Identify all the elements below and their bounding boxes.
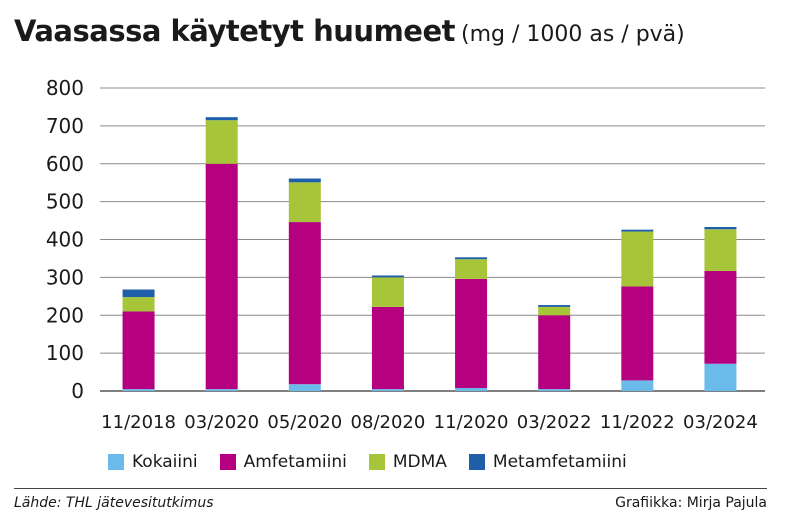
y-tick-label: 500 (46, 190, 84, 214)
graphics-credit: Grafiikka: Mirja Pajula (615, 495, 767, 511)
bar-segment-mdma (538, 306, 571, 316)
chart-title-unit: (mg / 1000 as / pvä) (461, 22, 685, 47)
x-tick-label: 11/2018 (101, 412, 176, 433)
y-axis-tick-labels: 0 100 200 300 400 500 600 700 800 (46, 76, 84, 403)
y-tick-label: 300 (46, 265, 84, 289)
bar-stack (122, 289, 155, 391)
source-note: Lähde: THL jätevesitutkimus (14, 495, 214, 511)
bar-segment-kokaiini (455, 387, 488, 391)
bar-segment-metamfetamiini (455, 257, 488, 260)
legend-item: Amfetamiini (219, 452, 347, 472)
legend-swatch (468, 454, 485, 470)
legend-label: Amfetamiini (243, 452, 347, 472)
x-tick-label: 11/2020 (434, 412, 509, 433)
bar-segment-kokaiini (122, 389, 155, 391)
bar-segment-kokaiini (538, 389, 571, 391)
bar-segment-metamfetamiini (621, 229, 654, 232)
x-tick-label: 03/2022 (517, 412, 592, 433)
legend-label: Kokaiini (132, 452, 198, 472)
bar-stack (371, 275, 404, 391)
footer-divider (14, 488, 767, 489)
legend-swatch (219, 454, 236, 470)
bar-segment-amfetamiini (122, 311, 155, 390)
bar-segment-amfetamiini (371, 306, 404, 390)
bar-segment-metamfetamiini (122, 289, 155, 298)
bar-segment-mdma (704, 229, 737, 271)
legend-label: MDMA (392, 452, 447, 472)
bar-segment-amfetamiini (538, 315, 571, 390)
gridlines (100, 87, 765, 392)
chart-title-main: Vaasassa käytetyt huumeet (14, 14, 456, 48)
legend-item: Metamfetamiini (468, 452, 627, 472)
bar-stack (288, 178, 321, 391)
x-tick-label: 11/2022 (600, 412, 675, 433)
bar-segment-kokaiini (288, 384, 321, 391)
bar-segment-mdma (205, 120, 238, 164)
y-tick-label: 400 (46, 228, 84, 252)
bar-segment-kokaiini (371, 389, 404, 391)
legend-swatch (108, 454, 124, 470)
x-tick-label: 03/2024 (683, 412, 758, 433)
bar-segment-kokaiini (205, 389, 238, 391)
bar-segment-kokaiini (621, 380, 654, 391)
y-tick-label: 800 (46, 76, 84, 100)
bar-segment-mdma (122, 297, 155, 312)
legend-item: Kokaiini (108, 452, 198, 472)
x-tick-label: 05/2020 (267, 412, 342, 433)
bar-segment-amfetamiini (704, 270, 737, 364)
legend-swatch (368, 454, 385, 470)
y-tick-label: 100 (46, 341, 84, 365)
y-tick-label: 200 (46, 303, 84, 327)
bar-stack (538, 305, 571, 391)
x-axis-tick-labels: 11/2018 03/2020 05/2020 08/2020 11/2020 03/20… (101, 412, 758, 433)
bar-segment-metamfetamiini (288, 178, 321, 183)
y-tick-label: 600 (46, 152, 84, 176)
bar-segment-kokaiini (704, 363, 737, 391)
bar-segment-amfetamiini (455, 278, 488, 388)
bar-stack (621, 229, 654, 391)
bar-segment-amfetamiini (288, 222, 321, 385)
bar-segment-amfetamiini (205, 163, 238, 390)
bar-stack (704, 227, 737, 391)
chart-title: Vaasassa käytetyt huumeet (mg / 1000 as /… (14, 14, 685, 48)
bar-segment-mdma (621, 231, 654, 287)
y-tick-label: 0 (71, 379, 84, 403)
bar-segment-metamfetamiini (704, 227, 737, 230)
bar-segment-metamfetamiini (205, 117, 238, 121)
legend: Kokaiini Amfetamiini MDMA Metamfetamiini (108, 452, 627, 472)
bar-stack (205, 117, 238, 391)
stacked-bar-chart: 0 100 200 300 400 500 600 700 800 11/2018 03/2020… (46, 76, 765, 433)
bar-segment-amfetamiini (621, 286, 654, 381)
x-tick-label: 08/2020 (351, 412, 426, 433)
bar-stack (455, 257, 488, 391)
bar-segment-metamfetamiini (538, 305, 571, 307)
bar-segment-mdma (371, 277, 404, 307)
bar-segment-mdma (288, 182, 321, 223)
legend-label: Metamfetamiini (492, 452, 627, 472)
x-tick-label: 03/2020 (184, 412, 259, 433)
legend-item: MDMA (368, 452, 447, 472)
bar-segment-mdma (455, 259, 488, 279)
y-tick-label: 700 (46, 114, 84, 138)
bars (122, 117, 737, 391)
bar-segment-metamfetamiini (371, 275, 404, 278)
